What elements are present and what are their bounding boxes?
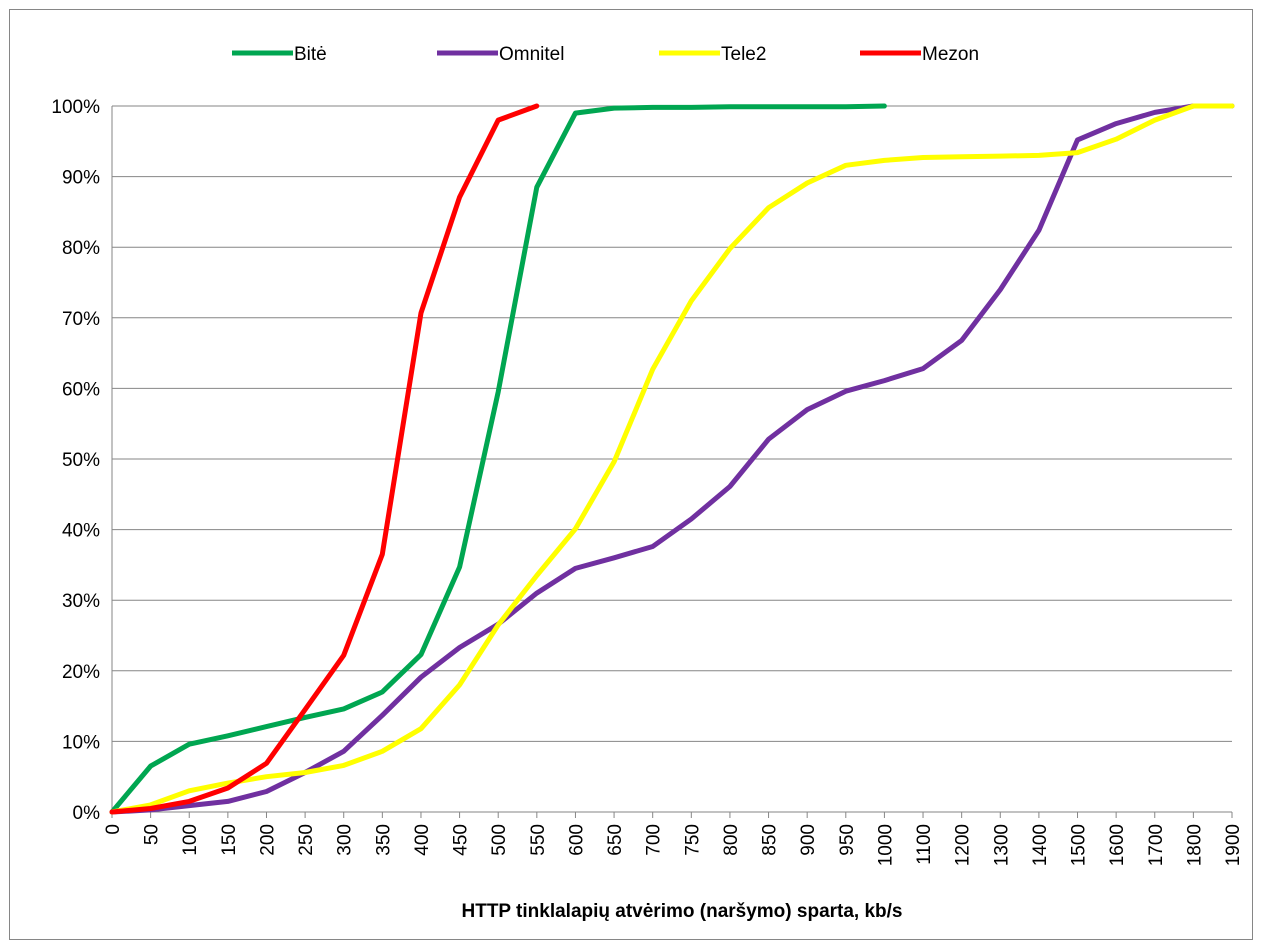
x-tick-label: 750	[682, 824, 703, 856]
x-tick-label: 0	[103, 824, 124, 835]
x-tick-label: 1800	[1184, 824, 1205, 866]
series-line-bitė	[109, 103, 887, 815]
x-tick-label: 150	[219, 824, 240, 856]
y-tick-label: 80%	[62, 238, 100, 259]
x-tick-label: 1400	[1030, 824, 1051, 866]
y-tick-label: 30%	[62, 591, 100, 612]
x-tick-label: 400	[412, 824, 433, 856]
y-tick-label: 90%	[62, 168, 100, 189]
x-tick-label: 550	[528, 824, 549, 856]
x-tick-label: 350	[373, 824, 394, 856]
x-tick-label: 1100	[914, 824, 935, 865]
x-tick-label: 1900	[1223, 824, 1244, 866]
x-tick-label: 1700	[1146, 824, 1167, 866]
x-tick-label: 1000	[875, 824, 896, 866]
x-tick-label: 900	[798, 824, 819, 856]
x-tick-label: 50	[142, 824, 163, 845]
x-tick-label: 950	[837, 824, 858, 856]
x-tick-label: 700	[644, 824, 665, 856]
x-axis-title: HTTP tinklalapių atvėrimo (naršymo) spar…	[462, 901, 903, 922]
legend-label: Tele2	[721, 44, 766, 65]
x-tick-label: 100	[180, 824, 201, 856]
series-line-tele2	[109, 103, 1235, 815]
x-tick-label: 200	[257, 824, 278, 856]
x-tick-label: 800	[721, 824, 742, 856]
y-tick-label: 60%	[62, 379, 100, 400]
y-tick-label: 70%	[62, 309, 100, 330]
legend-label: Mezon	[922, 44, 979, 65]
x-tick-label: 850	[760, 824, 781, 856]
x-tick-label: 1500	[1069, 824, 1090, 866]
x-tick-label: 650	[605, 824, 626, 856]
y-tick-label: 100%	[51, 97, 100, 118]
x-tick-label: 1300	[991, 824, 1012, 866]
y-tick-label: 50%	[62, 450, 100, 471]
x-tick-label: 600	[566, 824, 587, 856]
x-tick-label: 250	[296, 824, 317, 856]
y-tick-label: 20%	[62, 662, 100, 683]
x-tick-label: 450	[451, 824, 472, 856]
series-line-mezon	[109, 103, 540, 815]
legend-label: Bitė	[294, 44, 327, 65]
x-tick-label: 500	[489, 824, 510, 856]
y-tick-label: 0%	[73, 803, 101, 824]
y-tick-label: 10%	[62, 732, 100, 753]
x-tick-label: 1200	[953, 824, 974, 866]
y-tick-label: 40%	[62, 521, 100, 542]
legend-label: Omnitel	[499, 44, 564, 65]
x-tick-label: 1600	[1107, 824, 1128, 866]
x-tick-label: 300	[335, 824, 356, 856]
